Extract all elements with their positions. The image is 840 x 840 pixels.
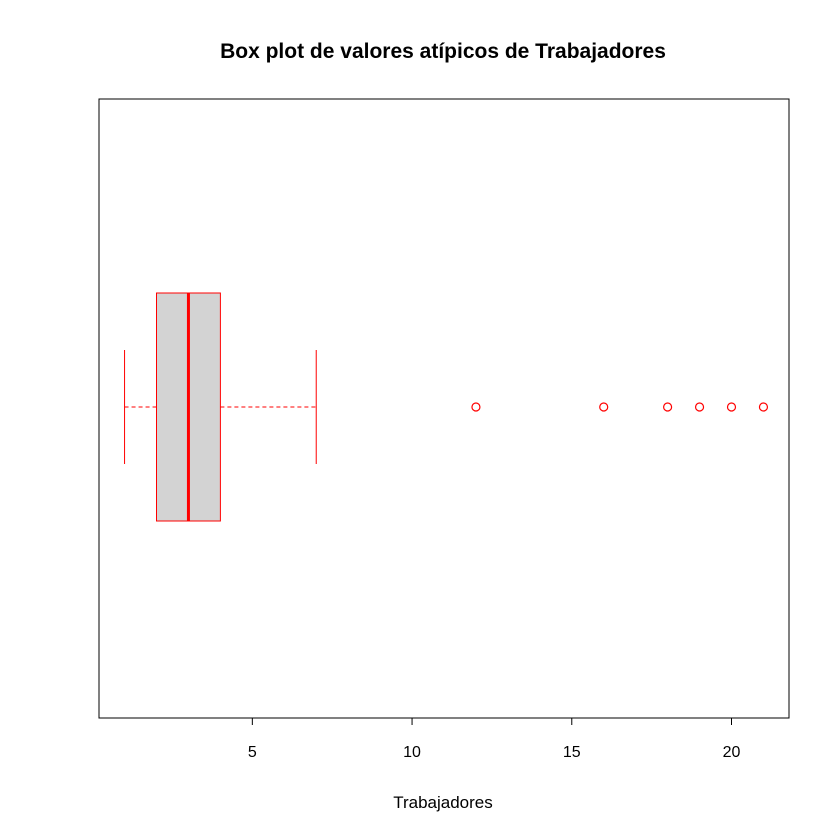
outlier-point <box>663 402 673 412</box>
x-axis-label: Trabajadores <box>393 793 493 812</box>
outlier-points <box>471 402 769 412</box>
outlier-point <box>599 402 609 412</box>
chart-title: Box plot de valores atípicos de Trabajad… <box>220 40 666 63</box>
outlier-point <box>694 402 705 412</box>
x-tick-label: 20 <box>723 744 741 761</box>
x-axis: 5 10 15 20 <box>248 717 741 761</box>
x-tick-label: 5 <box>248 744 257 761</box>
outlier-point <box>758 402 769 412</box>
x-tick-label: 10 <box>403 744 421 761</box>
box-plot-group <box>124 292 317 522</box>
outlier-point <box>726 402 737 412</box>
x-tick-label: 15 <box>563 744 581 761</box>
outlier-point <box>471 402 481 412</box>
